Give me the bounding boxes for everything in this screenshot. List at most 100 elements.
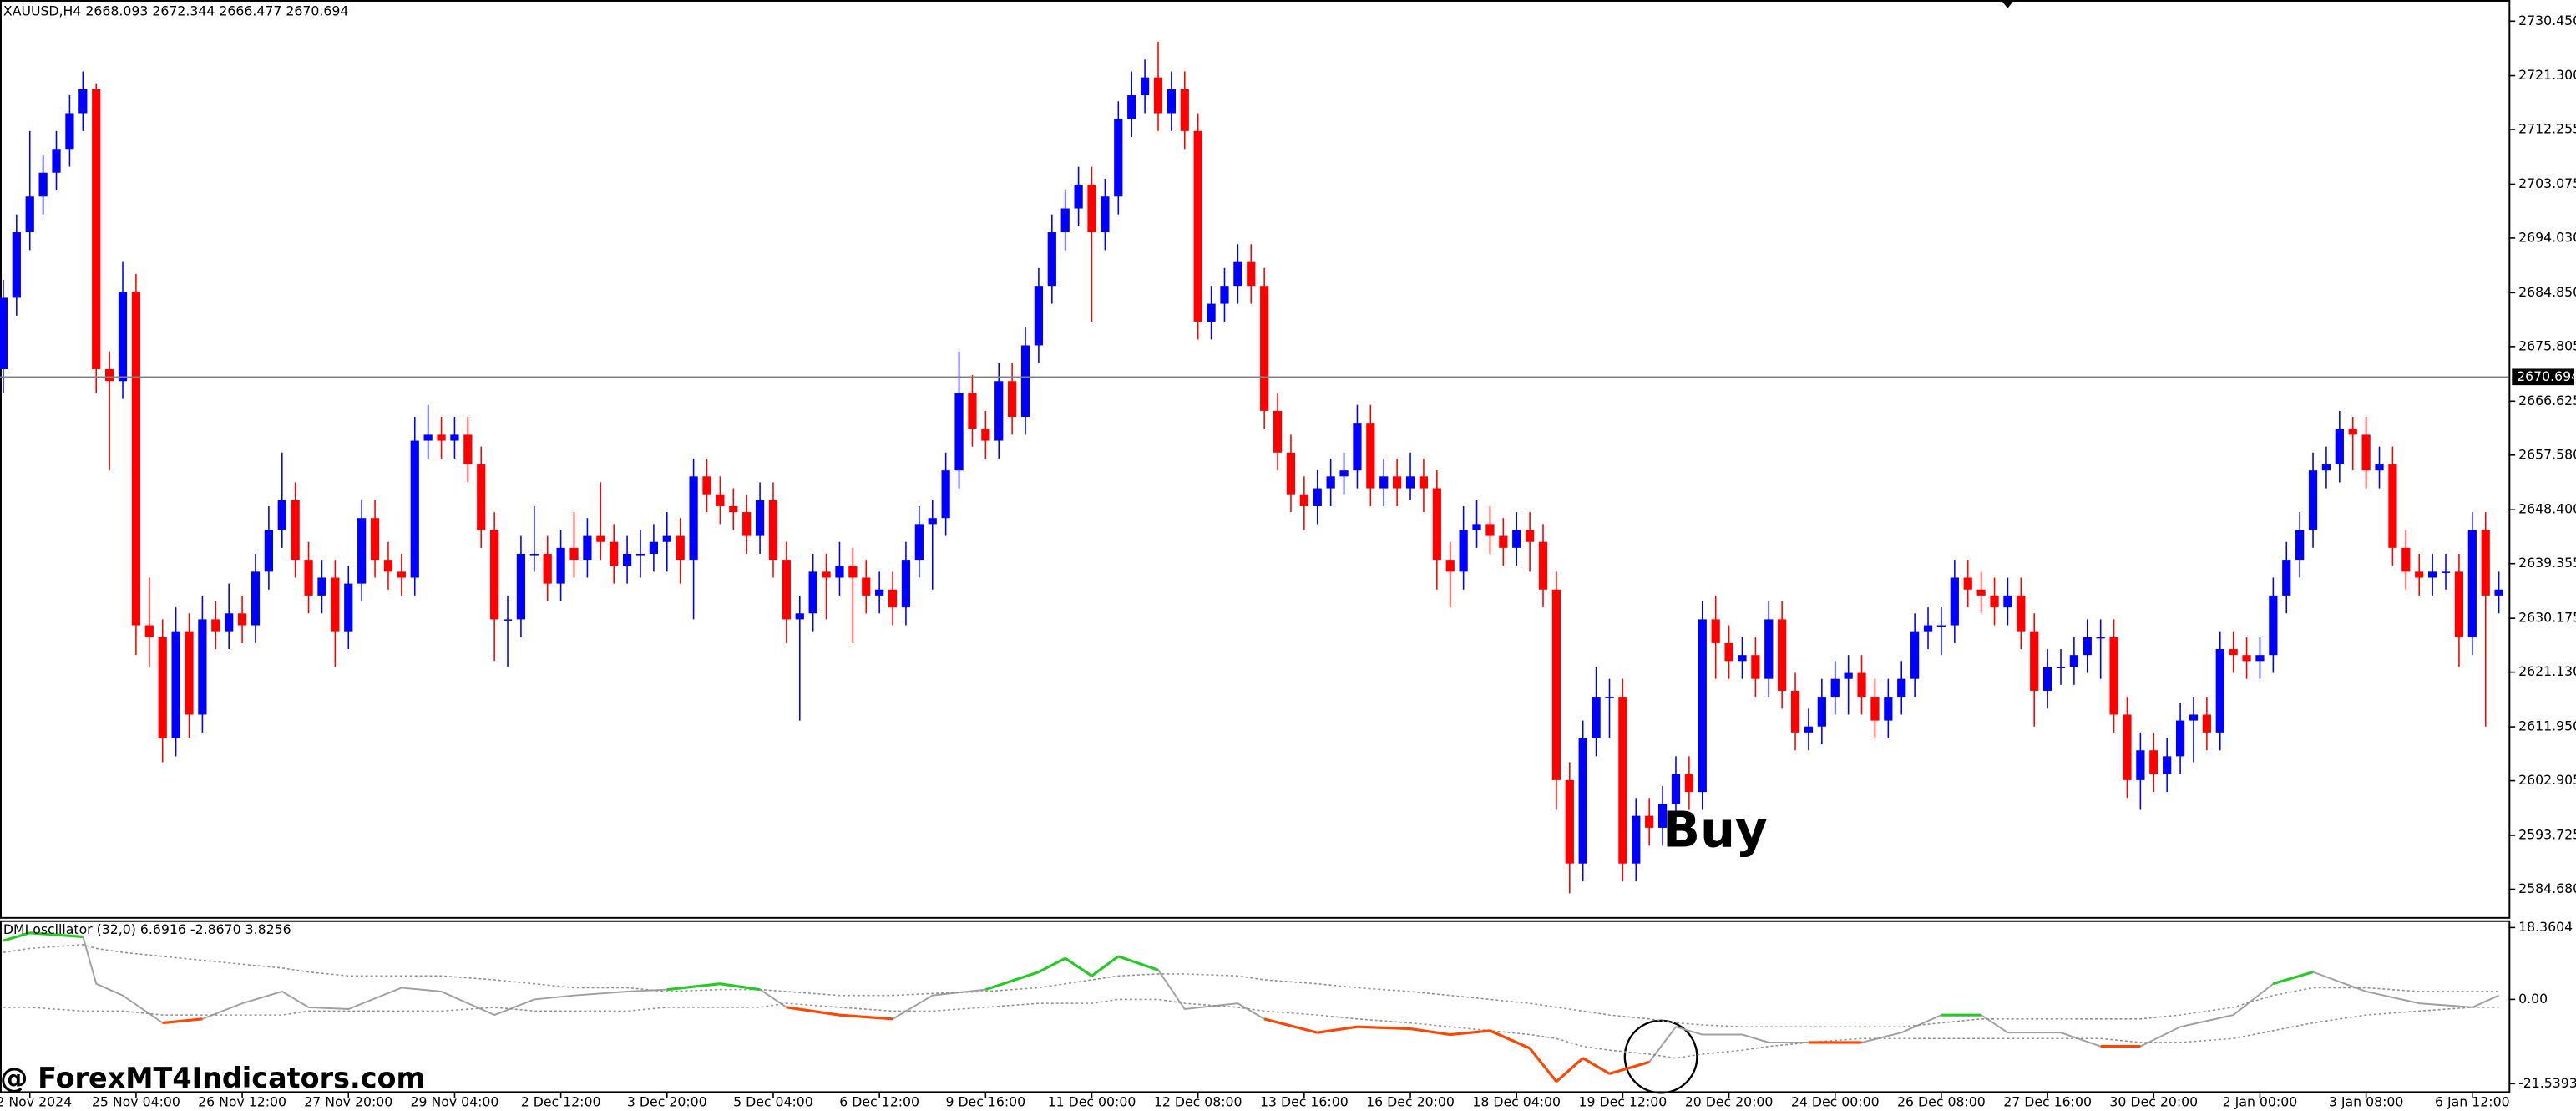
y-tick-label: 18.3604 (2518, 919, 2573, 935)
candle-body (702, 476, 711, 495)
y-tick-label: 2630.175 (2518, 610, 2576, 626)
x-tick-label: 5 Dec 04:00 (733, 1094, 813, 1110)
candle-body (994, 381, 1004, 441)
candle-body (397, 571, 406, 578)
candle-body (2175, 720, 2185, 757)
candle-body (1512, 530, 1521, 548)
candle-body (569, 547, 579, 561)
candle-body (822, 571, 831, 578)
candle-body (1976, 589, 1986, 596)
candle-body (689, 476, 698, 561)
candle-body (1247, 261, 1256, 287)
x-tick-label: 11 Dec 00:00 (1048, 1094, 1136, 1110)
candle-body (171, 631, 180, 738)
candle-body (490, 530, 499, 620)
candle-body (1804, 726, 1814, 733)
candle-body (1990, 595, 1999, 608)
candle-body (52, 149, 61, 173)
candle-body (38, 172, 48, 197)
candle-body (2242, 655, 2251, 662)
oscillator-highlight (1091, 955, 1120, 977)
candle-body (1233, 261, 1242, 287)
x-tick-label: 26 Dec 08:00 (1897, 1094, 1986, 1110)
candle-body (211, 619, 220, 632)
band-line (3, 944, 2499, 1028)
candle-body (185, 631, 194, 715)
x-tick-label: 3 Jan 08:00 (2329, 1094, 2404, 1110)
oscillator-highlight (3, 931, 31, 942)
candle-body (1684, 774, 1693, 793)
candle-body (104, 368, 114, 382)
candle-body (65, 113, 74, 150)
candle-body (1419, 476, 1429, 489)
y-tick-label: 2602.905 (2518, 772, 2576, 788)
candle-body (2003, 595, 2012, 608)
candle-body (1698, 619, 1707, 793)
x-tick-label: 27 Nov 20:00 (304, 1094, 392, 1110)
candle-body (543, 553, 552, 584)
candle-body (941, 470, 950, 519)
candle-body (78, 89, 88, 114)
candle-body (1618, 697, 1627, 864)
candle-body (649, 541, 659, 554)
candle-body (1884, 697, 1893, 721)
candle-body (1578, 738, 1587, 864)
candle-body (1379, 476, 1389, 489)
oscillator-highlight (1317, 1025, 1358, 1034)
candle-body (225, 613, 234, 632)
candle-body (131, 292, 141, 626)
x-tick-label: 20 Dec 20:00 (1685, 1094, 1774, 1110)
candle-body (1645, 815, 1654, 828)
candle-body (768, 500, 778, 561)
x-tick-label: 3 Dec 20:00 (627, 1094, 707, 1110)
candle-body (2428, 571, 2437, 578)
oscillator-highlight (1409, 1027, 1450, 1037)
candle-body (2415, 571, 2424, 578)
oscillator-highlight (1117, 955, 1159, 971)
oscillator-highlight (666, 982, 721, 992)
candle-body (2388, 464, 2397, 548)
x-tick-label: 6 Jan 12:00 (2435, 1094, 2510, 1110)
candle-body (1432, 488, 1441, 561)
chart-title: XAUUSD,H4 2668.093 2672.344 2666.477 267… (3, 3, 348, 18)
candle-body (503, 619, 513, 621)
y-tick-label: 2684.850 (2518, 284, 2576, 300)
oscillator-highlight (1263, 1017, 1318, 1034)
candle-body (1260, 286, 1269, 411)
candle-body (1101, 196, 1110, 233)
candle-body (277, 500, 286, 530)
y-tick-label: 2584.680 (2518, 880, 2576, 896)
oscillator-highlight (1609, 1060, 1650, 1075)
candle-body (888, 589, 898, 608)
oscillator-highlight (1528, 1047, 1558, 1083)
candle-body (2056, 667, 2066, 669)
oscillator-frame (0, 920, 2511, 1093)
candle-body (264, 530, 273, 572)
candle-body (1817, 697, 1826, 727)
candle-body (516, 553, 526, 620)
candle-body (2441, 571, 2451, 573)
candle-body (1034, 286, 1044, 346)
x-tick-label: 18 Dec 04:00 (1472, 1094, 1561, 1110)
candle-body (1020, 345, 1030, 418)
oscillator-highlight (1582, 1057, 1611, 1075)
candle-body (1326, 476, 1335, 489)
candle-body (782, 560, 791, 620)
candle-body (1405, 476, 1415, 489)
candle-body (344, 583, 353, 632)
candle-body (2348, 429, 2357, 435)
candle-body (1671, 774, 1681, 804)
candle-body (610, 541, 619, 566)
candle-body (1339, 470, 1349, 477)
candle-body (2454, 571, 2464, 637)
candle-body (158, 637, 167, 738)
candle-body (2321, 464, 2331, 471)
candle-body (251, 571, 261, 626)
marks (0, 41, 2503, 1083)
candle-body (556, 547, 565, 584)
candle-body (1180, 89, 1189, 131)
candle-body (2030, 631, 2039, 691)
candle-body (835, 566, 844, 578)
